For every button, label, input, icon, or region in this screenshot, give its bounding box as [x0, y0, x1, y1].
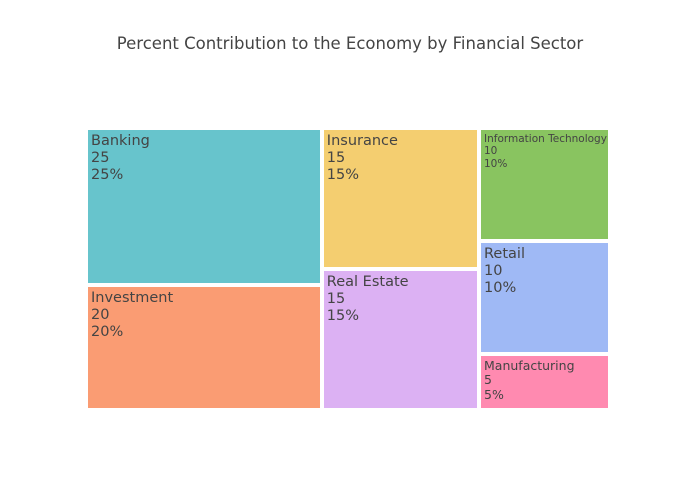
tile-percent: 5%	[484, 387, 504, 403]
tile-value: 10	[484, 262, 503, 279]
tile-value: 20	[91, 306, 110, 323]
tile-percent: 15%	[326, 308, 360, 325]
tile-percent: 15%	[326, 167, 360, 184]
chart-title: Percent Contribution to the Economy by F…	[116, 34, 584, 53]
tile-name: Information Technology	[484, 133, 607, 145]
tile-percent: 20%	[91, 323, 124, 340]
tile-name: Banking	[91, 133, 150, 149]
tile-value: 25	[91, 150, 110, 167]
tile-value: 10	[484, 145, 498, 158]
tile-percent: 25%	[91, 167, 124, 184]
treemap-tile-manufacturing: Manufacturing 5 5%	[481, 355, 608, 408]
treemap-tile-retail: Retail 10 10%	[481, 242, 608, 352]
tile-name: Manufacturing	[484, 357, 575, 373]
tile-label: Retail 10 10%	[484, 246, 525, 297]
tile-name: Real Estate	[326, 274, 409, 290]
tile-name: Investment	[91, 289, 174, 306]
treemap-tile-investment: Investment 20 20%	[88, 286, 320, 408]
tile-label: Manufacturing 5 5%	[484, 357, 575, 403]
tile-value: 15	[326, 150, 346, 167]
tile-label: Investment 20 20%	[91, 290, 173, 341]
tile-name: Retail	[484, 245, 525, 262]
tile-percent: 10%	[484, 157, 508, 170]
treemap-tile-banking: Banking 25 25%	[88, 130, 320, 283]
tile-label: Information Technology 10 10%	[484, 133, 607, 170]
tile-percent: 10%	[484, 280, 517, 297]
tile-label: Insurance 15 15%	[327, 133, 398, 184]
tile-value: 5	[484, 372, 492, 388]
tile-label: Banking 25 25%	[91, 133, 150, 184]
treemap-tile-information-technology: Information Technology 10 10%	[481, 130, 608, 239]
treemap-tile-real-estate: Real Estate 15 15%	[323, 271, 477, 408]
tile-value: 15	[326, 291, 346, 308]
tile-name: Insurance	[326, 133, 398, 149]
treemap-tile-insurance: Insurance 15 15%	[323, 130, 477, 267]
tile-label: Real Estate 15 15%	[327, 274, 409, 325]
